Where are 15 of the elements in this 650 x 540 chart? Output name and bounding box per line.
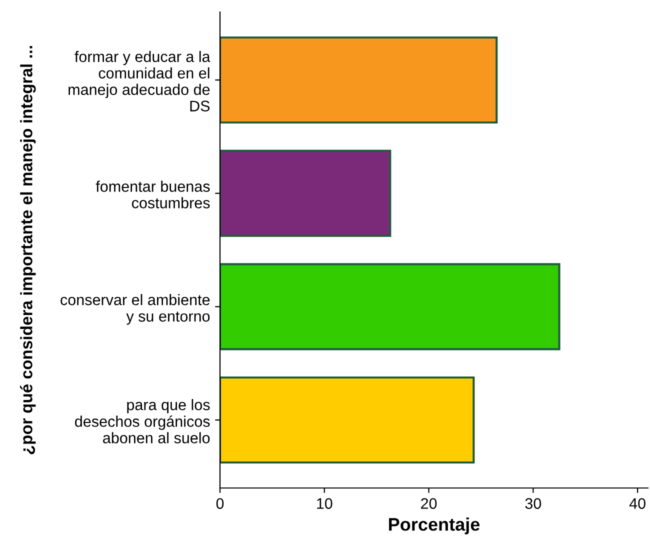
x-tick-label: 20: [421, 498, 437, 509]
x-tick-label: 10: [317, 498, 332, 509]
bar: [220, 376, 475, 464]
y-tick-label: formar y educar a la comunidad en el manejo adecuado de DS: [68, 50, 210, 112]
y-tick-label: fomentar buenas costumbres: [96, 180, 210, 208]
x-tick-label: 40: [629, 498, 646, 509]
y-axis-title: ¿por qué considera importante el manejo integral ...: [20, 46, 36, 454]
x-tick-label: 0: [216, 498, 224, 509]
bar: [220, 150, 392, 237]
x-axis-title: Porcentaje: [389, 518, 480, 534]
y-tick-label: conservar el ambiente y su entorno: [60, 294, 210, 325]
bar: [220, 263, 560, 350]
y-tick-label: para que los desechos orgánicos abonen al suelo: [75, 399, 210, 444]
bar: [220, 36, 498, 124]
x-tick-label: 30: [525, 498, 542, 509]
